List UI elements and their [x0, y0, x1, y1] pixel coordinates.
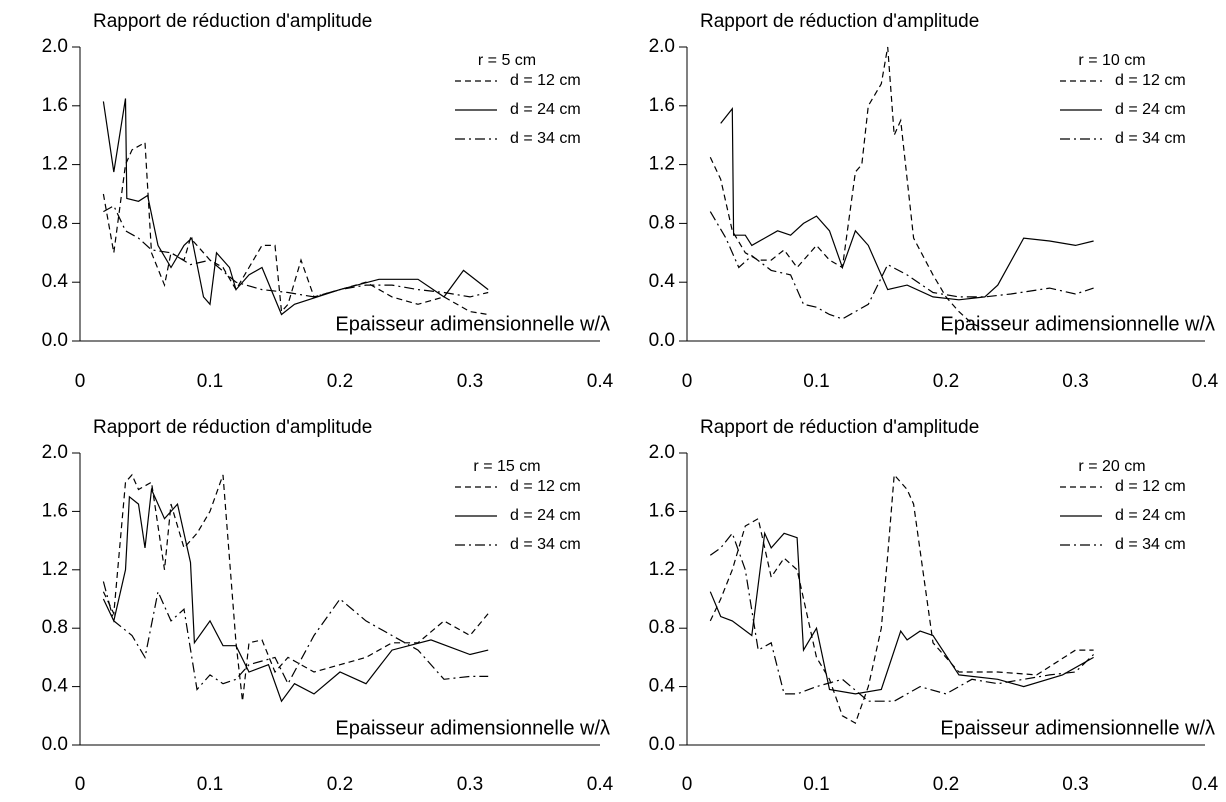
legend-label: d = 34 cm [1115, 130, 1186, 147]
y-tick-label: 1.6 [649, 500, 675, 521]
x-tick-label: 0 [682, 774, 693, 795]
series-line [709, 211, 1094, 320]
x-tick-label: 0.2 [327, 774, 353, 795]
series-line [709, 532, 1095, 702]
x-tick-label: 0.1 [197, 371, 223, 392]
legend-label: d = 12 cm [1115, 478, 1186, 495]
series-line [720, 106, 1094, 301]
series-line [102, 487, 489, 703]
x-tick-label: 0.2 [933, 774, 959, 795]
y-tick-label: 0.8 [649, 617, 675, 638]
legend-title: r = 5 cm [478, 52, 536, 69]
x-tick-label: 0.2 [933, 371, 959, 392]
x-tick-label: 0.1 [803, 774, 829, 795]
y-tick-label: 0.4 [42, 271, 69, 292]
y-tick-label: 0.8 [649, 212, 675, 233]
x-tick-label: 0.4 [1192, 774, 1219, 795]
x-tick-label: 0.3 [457, 371, 483, 392]
y-tick-label: 0.4 [42, 676, 69, 697]
x-tick-label: 0.1 [803, 371, 829, 392]
chart-title: Rapport de réduction d'amplitude [700, 11, 979, 32]
series-line [102, 473, 489, 702]
y-tick-label: 0.4 [649, 676, 676, 697]
x-tick-label: 0.3 [1062, 371, 1088, 392]
y-tick-label: 1.2 [42, 559, 68, 580]
y-tick-label: 0.8 [42, 617, 68, 638]
series-line [102, 141, 489, 316]
chart-title: Rapport de réduction d'amplitude [93, 417, 372, 438]
y-tick-label: 1.2 [42, 154, 68, 175]
y-tick-label: 1.6 [42, 500, 68, 521]
chart-title: Rapport de réduction d'amplitude [700, 417, 979, 438]
x-axis-label: Epaisseur adimensionnelle w/λ [335, 717, 610, 739]
x-axis-label: Epaisseur adimensionnelle w/λ [335, 313, 610, 335]
y-tick-label: 1.2 [649, 559, 675, 580]
x-tick-label: 0.1 [197, 774, 223, 795]
series-line [709, 531, 1094, 695]
y-tick-label: 0.0 [42, 734, 68, 755]
series-line [709, 46, 986, 330]
legend-label: d = 34 cm [1115, 536, 1186, 553]
x-tick-label: 0 [682, 371, 693, 392]
legend-label: d = 24 cm [1115, 507, 1186, 524]
y-tick-label: 0.8 [42, 212, 68, 233]
x-axis-label: Epaisseur adimensionnelle w/λ [940, 313, 1215, 335]
chart-title: Rapport de réduction d'amplitude [93, 11, 372, 32]
x-tick-label: 0.2 [327, 371, 353, 392]
legend-label: d = 24 cm [510, 101, 581, 118]
legend-title: r = 20 cm [1078, 458, 1145, 475]
legend-title: r = 15 cm [473, 458, 540, 475]
series-line [102, 98, 489, 316]
y-tick-label: 1.6 [649, 95, 675, 116]
legend-label: d = 34 cm [510, 536, 581, 553]
legend-label: d = 34 cm [510, 130, 581, 147]
series-line [103, 204, 489, 298]
legend-label: d = 24 cm [1115, 101, 1186, 118]
y-tick-label: 2.0 [649, 442, 675, 463]
x-tick-label: 0.4 [587, 774, 614, 795]
legend-label: d = 12 cm [510, 72, 581, 89]
x-axis-label: Epaisseur adimensionnelle w/λ [940, 717, 1215, 739]
x-tick-label: 0.3 [1062, 774, 1088, 795]
x-tick-label: 0.4 [587, 371, 614, 392]
y-tick-label: 2.0 [649, 36, 675, 57]
x-tick-label: 0.4 [1192, 371, 1219, 392]
y-tick-label: 1.2 [649, 154, 675, 175]
legend-title: r = 10 cm [1078, 52, 1145, 69]
legend-label: d = 12 cm [1115, 72, 1186, 89]
x-tick-label: 0 [75, 371, 86, 392]
legend-label: d = 12 cm [510, 478, 581, 495]
y-tick-label: 0.0 [649, 330, 675, 351]
series-line [102, 581, 489, 691]
x-tick-label: 0.3 [457, 774, 483, 795]
series-line [709, 473, 1094, 724]
x-tick-label: 0 [75, 774, 86, 795]
y-tick-label: 0.0 [649, 734, 675, 755]
y-tick-label: 0.4 [649, 271, 676, 292]
y-tick-label: 0.0 [42, 330, 68, 351]
y-tick-label: 2.0 [42, 442, 68, 463]
y-tick-label: 2.0 [42, 36, 68, 57]
y-tick-label: 1.6 [42, 95, 68, 116]
legend-label: d = 24 cm [510, 507, 581, 524]
